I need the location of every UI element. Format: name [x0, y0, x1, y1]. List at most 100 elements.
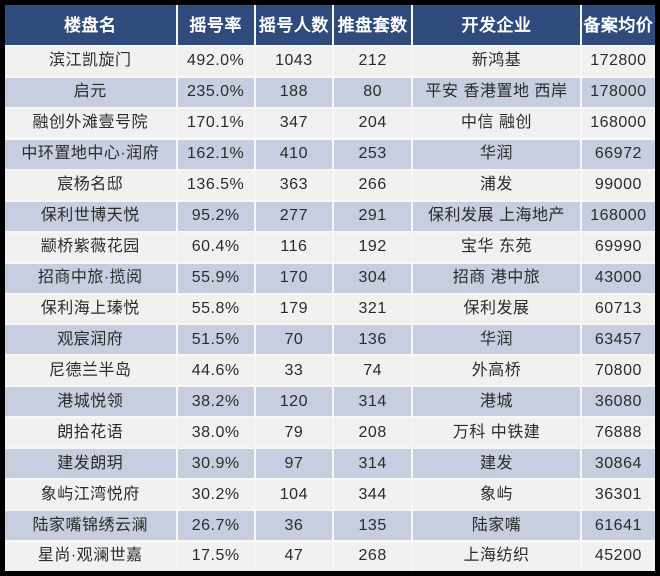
cell-property-name: 招商中旅·揽阅: [5, 263, 176, 293]
cell-lottery-rate: 38.0%: [177, 418, 254, 448]
cell-avg-price: 60713: [581, 294, 655, 324]
table-row: 象屿江湾悦府 30.2% 104 344 象屿 36301: [5, 480, 655, 510]
cell-property-name: 保利世博天悦: [5, 201, 176, 231]
cell-avg-price: 30864: [581, 449, 655, 479]
table-row: 建发朗玥 30.9% 97 314 建发 30864: [5, 449, 655, 479]
cell-applicant-count: 277: [255, 201, 332, 231]
cell-avg-price: 63457: [581, 325, 655, 355]
cell-developer: 宝华 东苑: [413, 232, 580, 262]
cell-property-name: 陆家嘴锦绣云澜: [5, 511, 176, 540]
table-row: 星尚·观澜世嘉 17.5% 47 268 上海纺织 45200: [5, 542, 655, 571]
cell-developer: 中信 融创: [413, 108, 580, 138]
cell-developer: 新鸿基: [413, 47, 580, 76]
cell-unit-count: 135: [334, 511, 412, 540]
cell-property-name: 港城悦领: [5, 387, 176, 417]
cell-property-name: 朗拾花语: [5, 418, 176, 448]
cell-unit-count: 212: [334, 47, 412, 76]
cell-lottery-rate: 51.5%: [177, 325, 254, 355]
cell-applicant-count: 1043: [255, 47, 332, 76]
cell-avg-price: 45200: [581, 542, 655, 571]
cell-developer: 保利发展: [413, 294, 580, 324]
header-cell-avg-price: 备案均价: [581, 5, 655, 45]
cell-unit-count: 344: [334, 480, 412, 510]
cell-avg-price: 70800: [581, 356, 655, 386]
header-cell-unit-count: 推盘套数: [334, 5, 412, 45]
cell-unit-count: 304: [334, 263, 412, 293]
cell-applicant-count: 179: [255, 294, 332, 324]
cell-unit-count: 266: [334, 170, 412, 200]
cell-applicant-count: 97: [255, 449, 332, 479]
cell-property-name: 中环置地中心·润府: [5, 139, 176, 169]
cell-developer: 华润: [413, 139, 580, 169]
cell-developer: 建发: [413, 449, 580, 479]
cell-unit-count: 74: [334, 356, 412, 386]
table-row: 滨江凯旋门 492.0% 1043 212 新鸿基 172800: [5, 47, 655, 76]
cell-property-name: 宸杨名邸: [5, 170, 176, 200]
table-row: 陆家嘴锦绣云澜 26.7% 36 135 陆家嘴 61641: [5, 511, 655, 540]
cell-property-name: 尼德兰半岛: [5, 356, 176, 386]
header-cell-lottery-rate: 摇号率: [177, 5, 254, 45]
cell-applicant-count: 116: [255, 232, 332, 262]
cell-lottery-rate: 136.5%: [177, 170, 254, 200]
header-cell-developer: 开发企业: [413, 5, 580, 45]
header-cell-applicant-count: 摇号人数: [255, 5, 332, 45]
cell-avg-price: 99000: [581, 170, 655, 200]
cell-applicant-count: 70: [255, 325, 332, 355]
cell-lottery-rate: 55.9%: [177, 263, 254, 293]
cell-property-name: 融创外滩壹号院: [5, 108, 176, 138]
cell-property-name: 滨江凯旋门: [5, 47, 176, 76]
cell-property-name: 建发朗玥: [5, 449, 176, 479]
cell-unit-count: 136: [334, 325, 412, 355]
cell-lottery-rate: 95.2%: [177, 201, 254, 231]
lottery-rate-table: 楼盘名 摇号率 摇号人数 推盘套数 开发企业 备案均价 滨江凯旋门 492.0%…: [5, 5, 655, 571]
table-row: 宸杨名邸 136.5% 363 266 浦发 99000: [5, 170, 655, 200]
cell-lottery-rate: 162.1%: [177, 139, 254, 169]
cell-unit-count: 314: [334, 387, 412, 417]
cell-unit-count: 253: [334, 139, 412, 169]
cell-avg-price: 61641: [581, 511, 655, 540]
cell-avg-price: 76888: [581, 418, 655, 448]
table-row: 启元 235.0% 188 80 平安 香港置地 西岸 178000: [5, 77, 655, 107]
cell-lottery-rate: 17.5%: [177, 542, 254, 571]
header-cell-property-name: 楼盘名: [5, 5, 176, 45]
cell-applicant-count: 170: [255, 263, 332, 293]
table-row: 颛桥紫薇花园 60.4% 116 192 宝华 东苑 69990: [5, 232, 655, 262]
cell-developer: 华润: [413, 325, 580, 355]
table-row: 港城悦领 38.2% 120 314 港城 36080: [5, 387, 655, 417]
cell-developer: 保利发展 上海地产: [413, 201, 580, 231]
cell-unit-count: 192: [334, 232, 412, 262]
cell-avg-price: 66972: [581, 139, 655, 169]
cell-property-name: 星尚·观澜世嘉: [5, 542, 176, 571]
cell-applicant-count: 188: [255, 77, 332, 107]
cell-applicant-count: 347: [255, 108, 332, 138]
cell-lottery-rate: 44.6%: [177, 356, 254, 386]
cell-avg-price: 36301: [581, 480, 655, 510]
table-row: 观宸润府 51.5% 70 136 华润 63457: [5, 325, 655, 355]
cell-developer: 平安 香港置地 西岸: [413, 77, 580, 107]
cell-avg-price: 36080: [581, 387, 655, 417]
cell-developer: 招商 港中旅: [413, 263, 580, 293]
cell-applicant-count: 33: [255, 356, 332, 386]
table-row: 融创外滩壹号院 170.1% 347 204 中信 融创 168000: [5, 108, 655, 138]
cell-developer: 上海纺织: [413, 542, 580, 571]
cell-avg-price: 168000: [581, 201, 655, 231]
cell-lottery-rate: 55.8%: [177, 294, 254, 324]
cell-unit-count: 204: [334, 108, 412, 138]
cell-applicant-count: 104: [255, 480, 332, 510]
table-row: 招商中旅·揽阅 55.9% 170 304 招商 港中旅 43000: [5, 263, 655, 293]
cell-developer: 港城: [413, 387, 580, 417]
cell-lottery-rate: 60.4%: [177, 232, 254, 262]
cell-lottery-rate: 30.9%: [177, 449, 254, 479]
table-row: 尼德兰半岛 44.6% 33 74 外高桥 70800: [5, 356, 655, 386]
cell-lottery-rate: 30.2%: [177, 480, 254, 510]
cell-applicant-count: 410: [255, 139, 332, 169]
cell-avg-price: 69990: [581, 232, 655, 262]
cell-developer: 象屿: [413, 480, 580, 510]
table-row: 保利海上瑧悦 55.8% 179 321 保利发展 60713: [5, 294, 655, 324]
table-row: 中环置地中心·润府 162.1% 410 253 华润 66972: [5, 139, 655, 169]
cell-lottery-rate: 170.1%: [177, 108, 254, 138]
cell-developer: 浦发: [413, 170, 580, 200]
cell-property-name: 启元: [5, 77, 176, 107]
cell-lottery-rate: 38.2%: [177, 387, 254, 417]
